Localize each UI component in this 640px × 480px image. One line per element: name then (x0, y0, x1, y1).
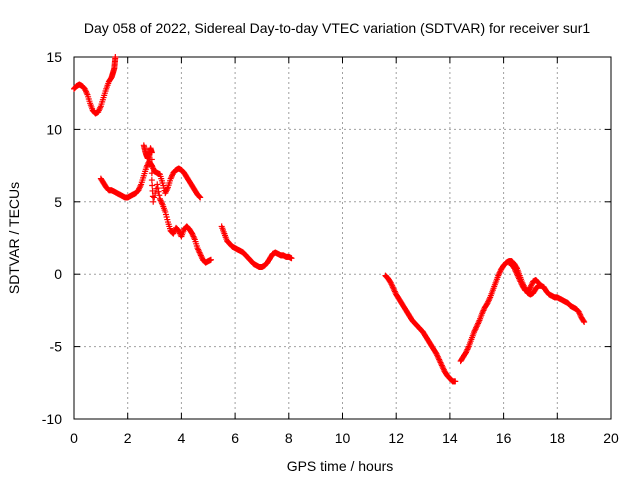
data-point (197, 194, 204, 201)
data-point (534, 279, 541, 286)
data-point (154, 185, 161, 192)
x-tick-label: 2 (124, 430, 132, 446)
x-tick-label: 16 (496, 430, 512, 446)
data-point (149, 193, 156, 200)
y-tick-label: -10 (42, 411, 62, 427)
data-point (452, 378, 459, 385)
y-tick-label: 0 (54, 266, 62, 282)
grid (74, 57, 611, 419)
chart-title: Day 058 of 2022, Sidereal Day-to-day VTE… (84, 20, 590, 36)
data-point (154, 181, 161, 188)
data-point (150, 198, 157, 205)
y-tick-label: 5 (54, 194, 62, 210)
y-tick-label: -5 (50, 339, 63, 355)
y-axis-label: SDTVAR / TECUs (6, 182, 22, 294)
x-tick-label: 12 (388, 430, 404, 446)
series-seg2 (97, 158, 204, 201)
x-tick-label: 14 (442, 430, 458, 446)
data-point (581, 318, 588, 325)
series-seg5 (382, 272, 459, 385)
x-tick-label: 8 (285, 430, 293, 446)
x-tick-label: 20 (603, 430, 619, 446)
series-seg3 (140, 142, 214, 266)
data-point (207, 256, 214, 263)
data-point (152, 190, 159, 197)
x-tick-label: 6 (231, 430, 239, 446)
series-seg6 (457, 258, 588, 365)
data-point (535, 279, 542, 286)
data-point (148, 170, 155, 177)
series-seg1 (71, 54, 119, 117)
x-axis-label: GPS time / hours (287, 458, 394, 474)
data-point (196, 193, 203, 200)
y-tick-label: 10 (46, 121, 62, 137)
x-tick-label: 18 (550, 430, 566, 446)
data-point (148, 156, 155, 163)
plot-frame (73, 56, 612, 420)
x-tick-label: 4 (178, 430, 186, 446)
data-point (151, 194, 158, 201)
tick-labels: 0 2 4 6 8 10 12 14 16 18 20 -10 -5 0 5 10 15 (42, 49, 619, 446)
data-point (580, 317, 587, 324)
data-point (156, 192, 163, 199)
series-seg4 (218, 223, 295, 270)
data-point (155, 188, 162, 195)
data-point (288, 255, 295, 262)
data-point (148, 163, 155, 170)
y-tick-label: 15 (46, 49, 62, 65)
data-point (148, 177, 155, 184)
data-points (71, 54, 588, 385)
x-tick-label: 10 (335, 430, 351, 446)
series-seg7 (505, 259, 542, 295)
x-tick-label: 0 (70, 430, 78, 446)
data-point (112, 54, 119, 60)
data-point (148, 149, 155, 156)
ticks (73, 56, 612, 420)
data-point (149, 182, 156, 189)
